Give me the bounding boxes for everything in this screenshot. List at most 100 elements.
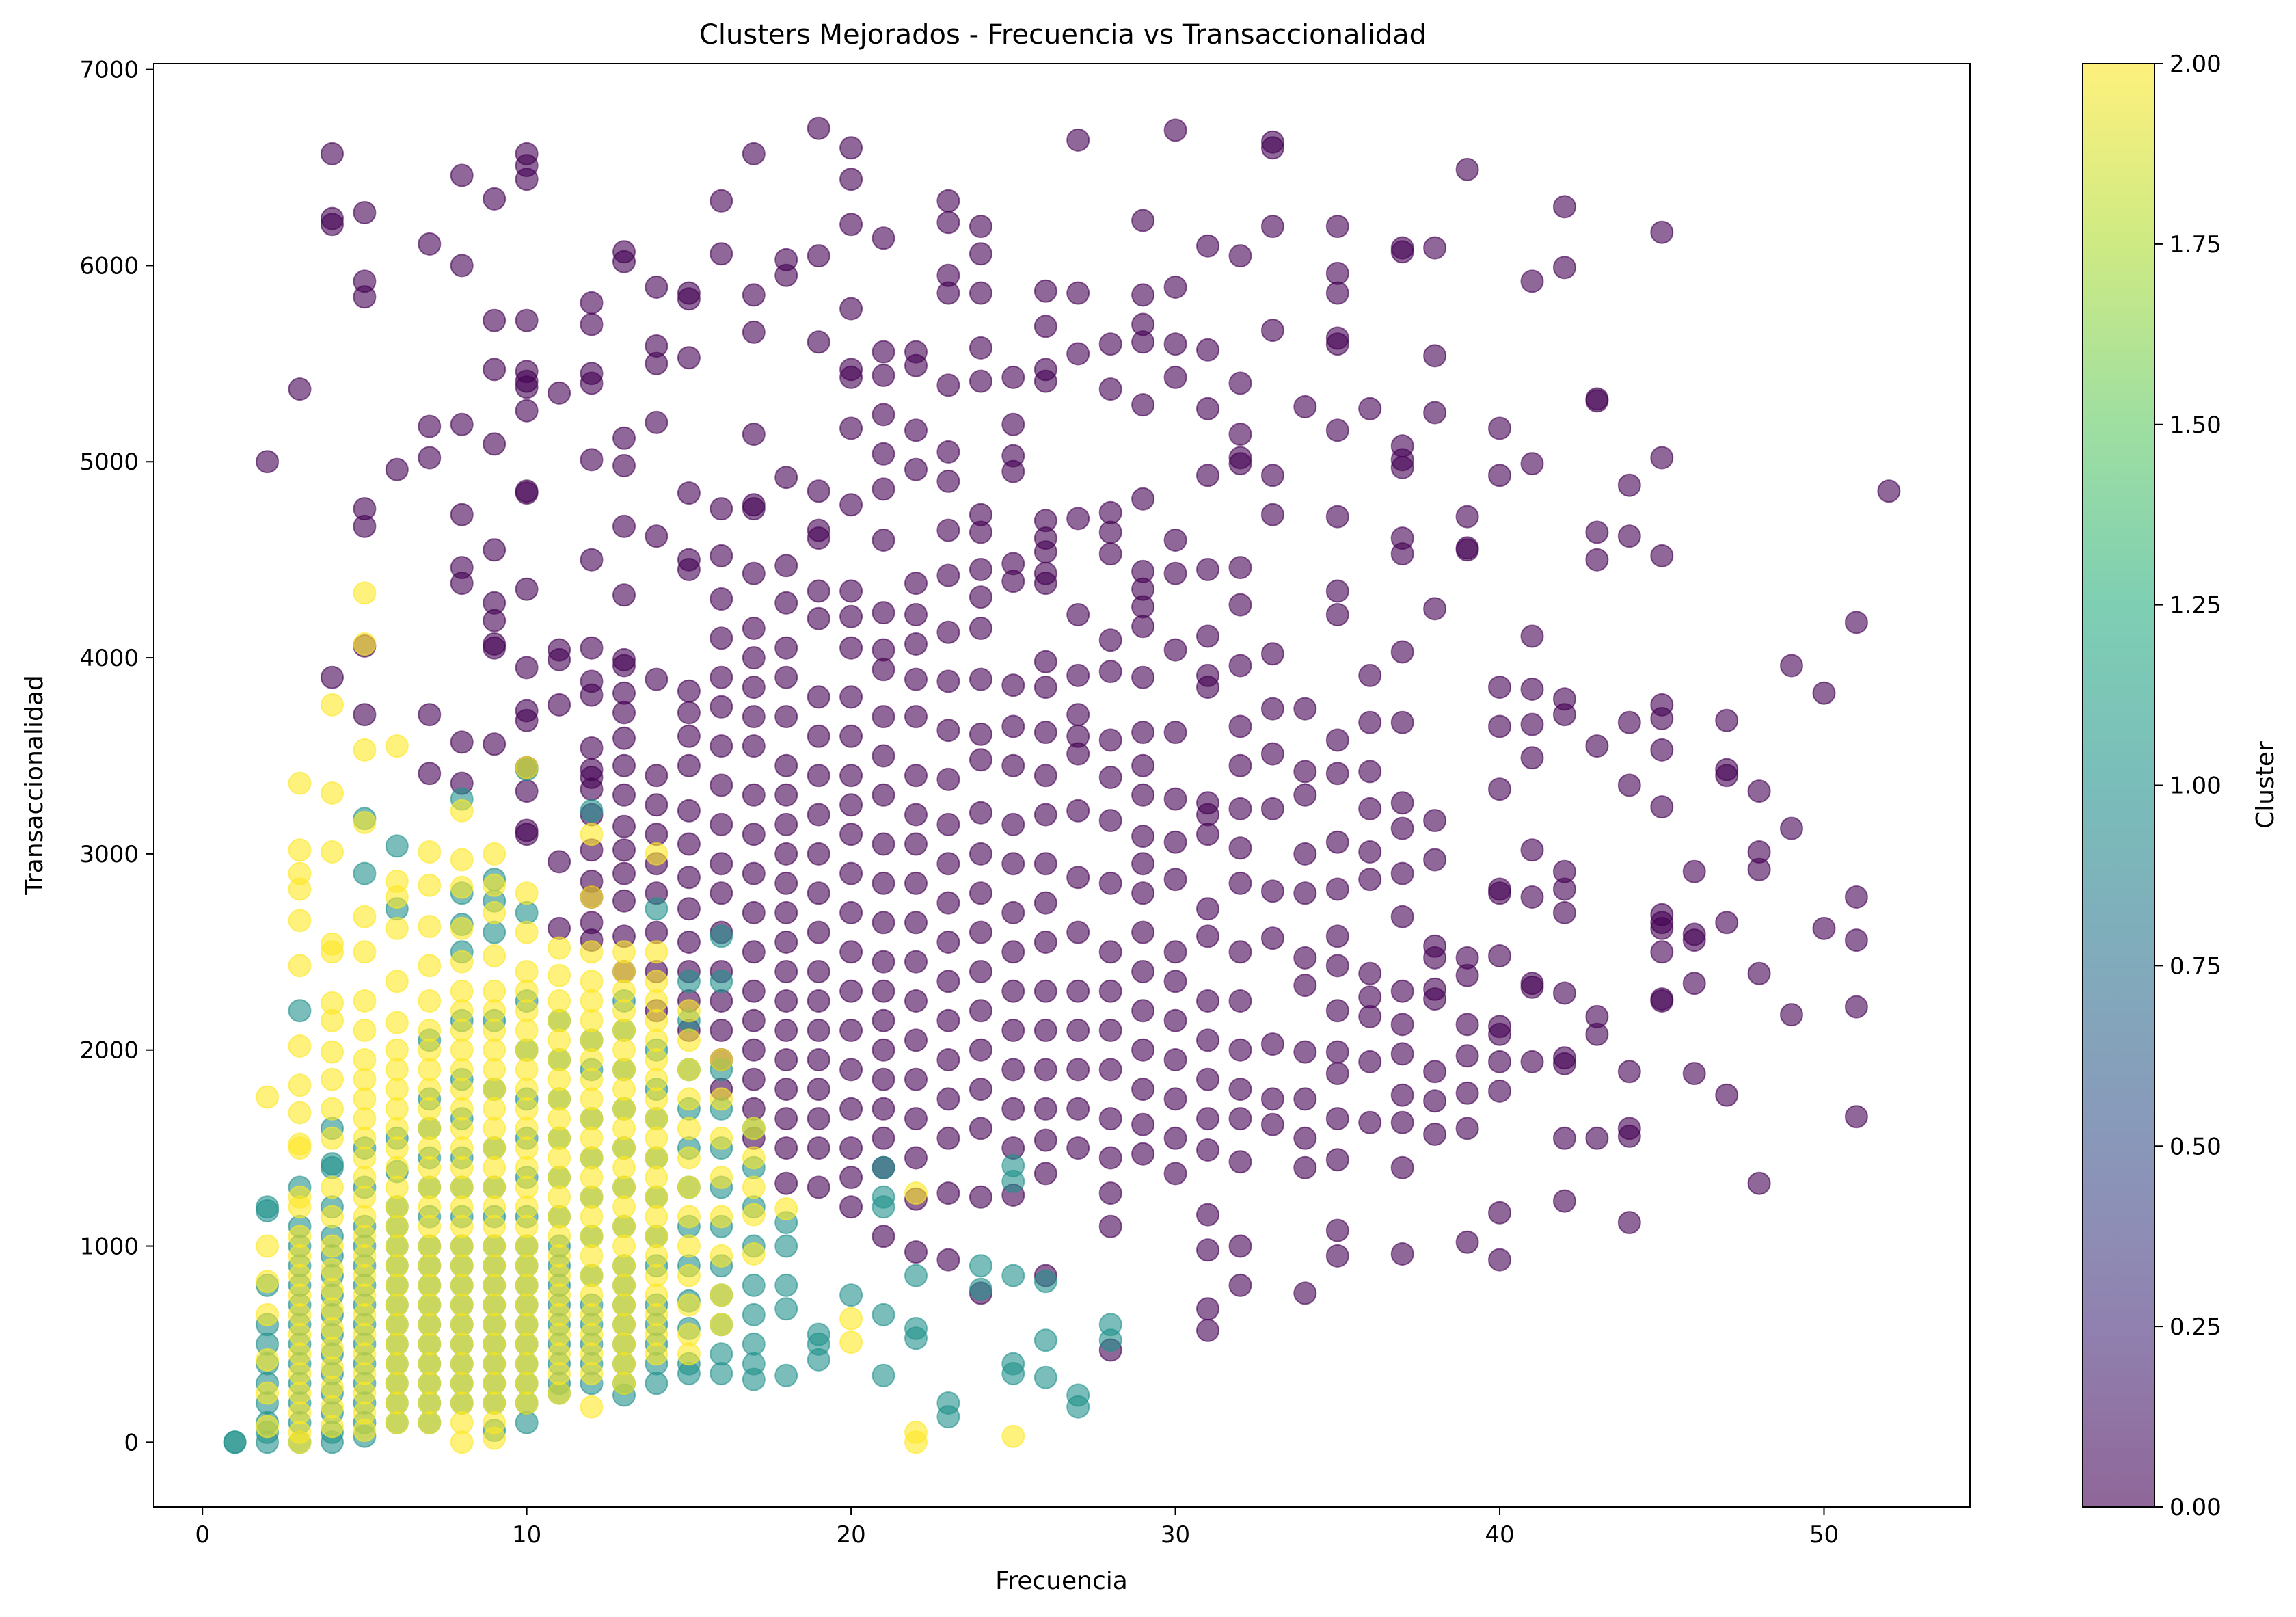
x-tick-label: 10 [512,1521,541,1549]
data-point-cluster-2 [450,1391,474,1415]
data-point-cluster-0 [872,979,895,1003]
data-point-cluster-2 [580,885,604,909]
data-point-cluster-0 [936,719,960,743]
data-point-cluster-2 [742,1203,766,1227]
data-point-cluster-0 [1001,753,1025,777]
data-point-cluster-0 [677,724,701,748]
data-point-cluster-0 [904,1067,928,1091]
data-point-cluster-2 [548,1048,571,1071]
data-point-cluster-2 [321,781,344,805]
data-point-cluster-0 [1488,676,1511,699]
data-point-cluster-1 [742,1332,766,1356]
data-point-cluster-0 [1552,1126,1576,1150]
data-point-cluster-0 [1034,676,1057,699]
data-point-cluster-2 [353,1087,377,1111]
data-point-cluster-0 [710,189,733,213]
data-point-cluster-0 [1228,753,1252,777]
data-point-cluster-0 [580,291,604,315]
data-point-cluster-0 [1390,542,1414,566]
data-point-cluster-2 [418,1019,442,1042]
data-point-cluster-2 [483,1078,507,1101]
data-point-cluster-0 [872,364,895,387]
data-point-cluster-0 [1228,1107,1252,1131]
data-point-cluster-2 [515,881,539,905]
data-point-cluster-0 [1325,603,1349,626]
data-point-cluster-2 [710,1283,733,1307]
data-point-cluster-0 [1293,783,1317,807]
data-point-cluster-0 [969,369,992,393]
data-point-cluster-0 [1358,961,1382,985]
data-point-cluster-2 [580,940,604,964]
data-point-cluster-0 [807,244,830,268]
data-point-cluster-0 [1163,970,1187,993]
data-point-cluster-0 [1325,954,1349,978]
data-point-cluster-0 [872,832,895,856]
data-point-cluster-2 [353,1381,377,1405]
data-point-cluster-0 [483,732,507,756]
data-point-cluster-2 [612,940,636,964]
data-point-cluster-2 [321,1205,344,1229]
data-point-cluster-0 [1196,803,1219,827]
data-point-cluster-0 [580,371,604,395]
data-point-cluster-2 [256,1234,280,1258]
data-point-cluster-0 [1131,783,1155,807]
data-point-cluster-0 [612,250,636,273]
data-point-cluster-0 [839,793,863,817]
data-point-cluster-2 [418,1078,442,1101]
data-point-cluster-0 [1001,812,1025,836]
data-point-cluster-2 [418,1234,442,1258]
data-point-cluster-2 [742,1175,766,1199]
data-point-cluster-2 [580,1395,604,1419]
data-point-cluster-0 [1098,1146,1122,1170]
data-point-cluster-0 [1131,753,1155,777]
data-point-cluster-0 [1196,924,1219,948]
data-point-cluster-2 [385,1254,409,1278]
y-tick-label: 1000 [79,1233,139,1261]
data-point-cluster-0 [904,832,928,856]
data-point-cluster-2 [385,1234,409,1258]
data-point-cluster-0 [1325,505,1349,529]
data-point-cluster-0 [872,1038,895,1062]
data-point-cluster-0 [1358,985,1382,1009]
data-point-cluster-2 [612,960,636,983]
data-point-cluster-0 [1325,579,1349,603]
data-point-cluster-2 [321,1277,344,1301]
y-axis-label: Transaccionalidad [21,675,49,895]
data-point-cluster-2 [288,1073,312,1097]
data-point-cluster-0 [807,1107,830,1131]
data-point-cluster-0 [839,1019,863,1042]
data-point-cluster-0 [450,572,474,596]
data-point-cluster-2 [645,1048,668,1071]
data-point-cluster-2 [450,1038,474,1062]
data-point-cluster-0 [904,457,928,481]
data-point-cluster-0 [645,764,668,788]
data-point-cluster-2 [385,1195,409,1219]
data-point-cluster-0 [1228,593,1252,617]
data-point-cluster-0 [1196,823,1219,846]
data-point-cluster-0 [904,764,928,788]
data-point-cluster-0 [936,852,960,876]
data-point-cluster-0 [353,285,377,309]
data-point-cluster-2 [353,1019,377,1042]
data-point-cluster-0 [904,632,928,656]
data-point-cluster-2 [353,1302,377,1326]
data-point-cluster-0 [1325,1107,1349,1131]
data-point-cluster-2 [385,970,409,993]
data-point-cluster-0 [1293,842,1317,866]
data-point-cluster-1 [677,970,701,993]
data-point-cluster-0 [548,850,571,874]
data-point-cluster-0 [1066,128,1090,152]
data-point-cluster-0 [904,353,928,377]
data-point-cluster-1 [774,1363,798,1387]
data-point-cluster-2 [515,1234,539,1258]
data-point-cluster-0 [1844,1105,1868,1129]
data-point-cluster-0 [1131,595,1155,619]
data-point-cluster-2 [321,1257,344,1281]
data-point-cluster-2 [677,1264,701,1287]
data-point-cluster-0 [1358,1004,1382,1028]
data-point-cluster-0 [1358,663,1382,687]
data-point-cluster-0 [645,823,668,846]
data-point-cluster-0 [1001,570,1025,593]
data-point-cluster-0 [1780,1003,1803,1027]
data-point-cluster-2 [288,1195,312,1219]
